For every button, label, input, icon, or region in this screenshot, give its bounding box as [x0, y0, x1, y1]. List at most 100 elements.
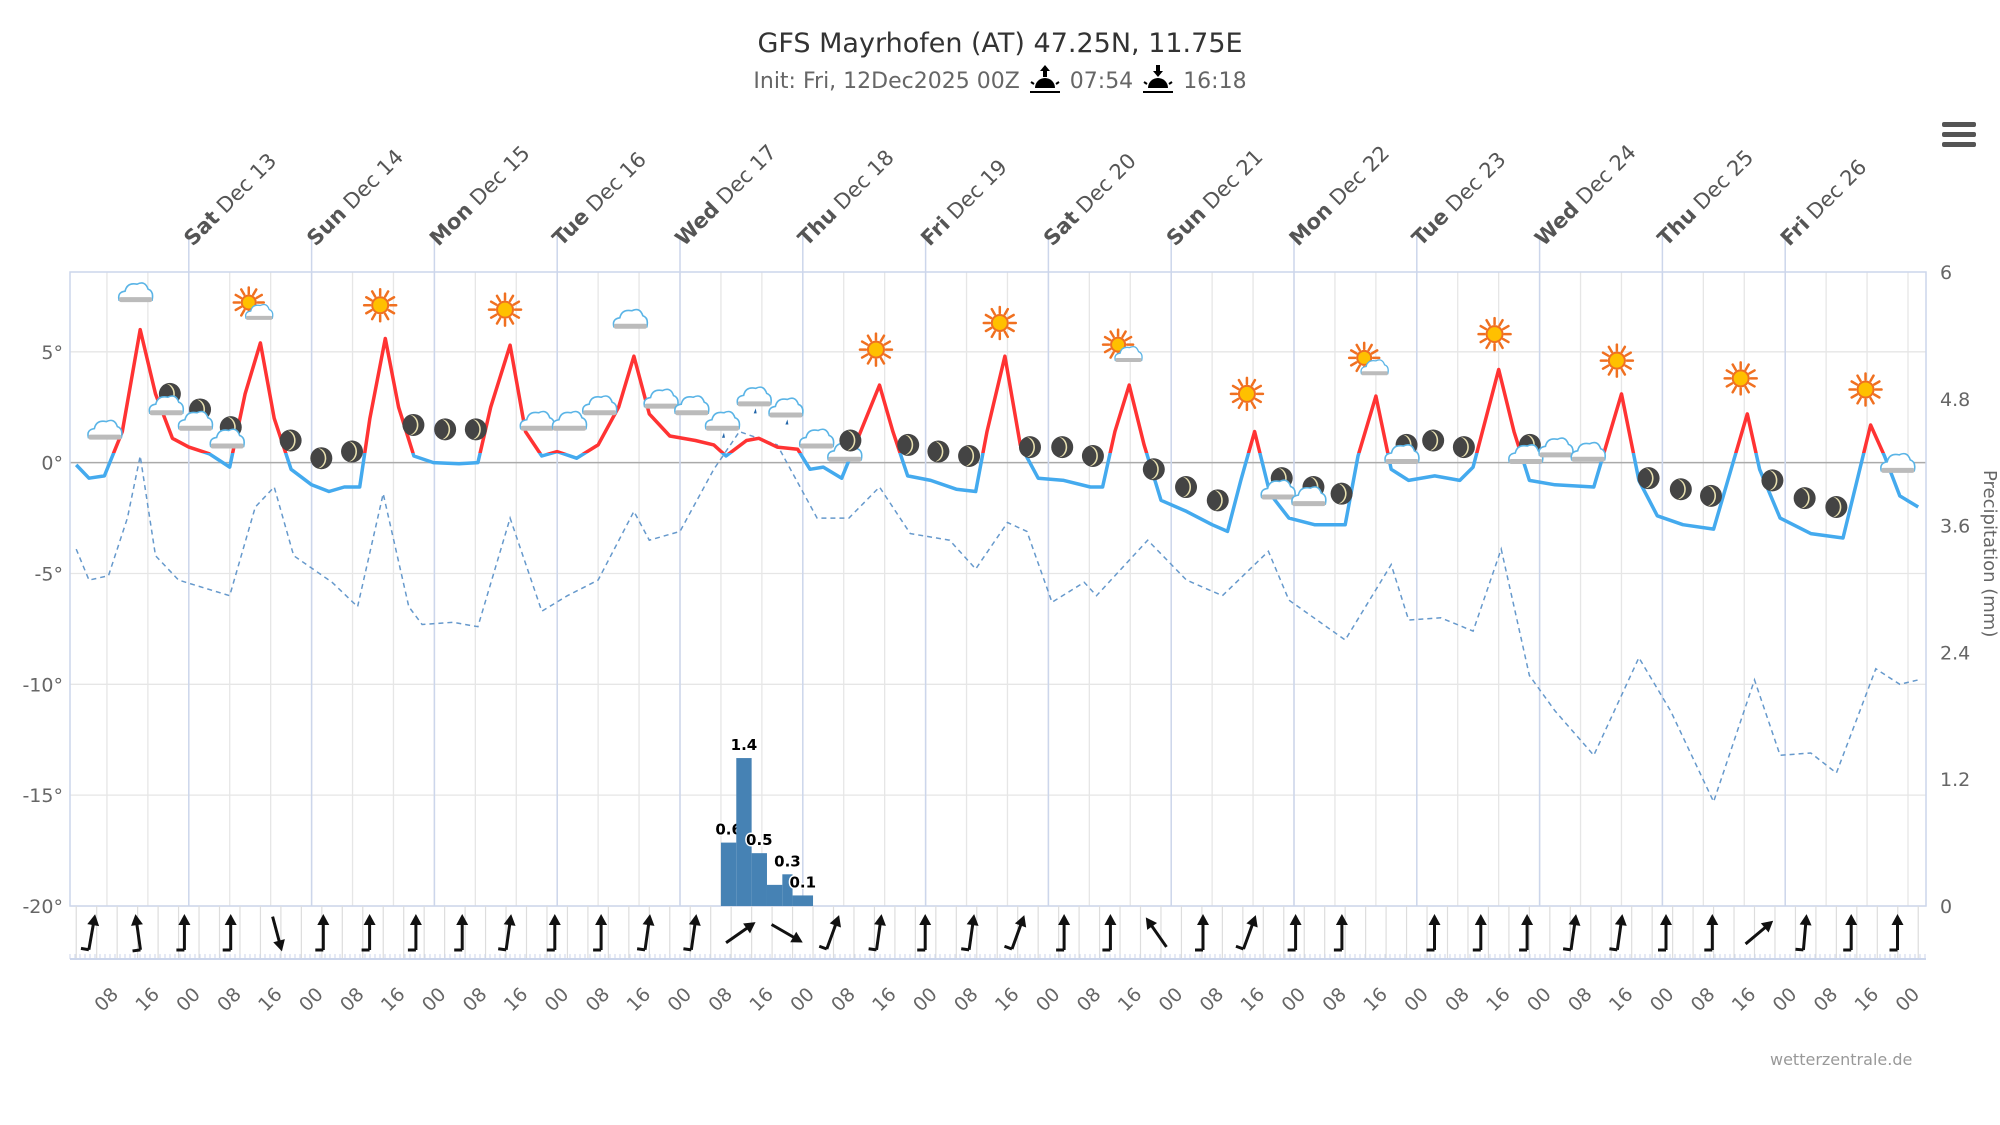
day-label: Thu Dec 25: [1653, 145, 1758, 250]
cloud-icon: [1291, 486, 1327, 507]
wind-arrow-icon: [1658, 914, 1672, 952]
sun-ray: [1869, 396, 1875, 405]
x-tick-label: 00: [418, 983, 451, 1016]
moon-disc: [1825, 495, 1848, 518]
wind-arrow-head: [1521, 914, 1534, 925]
x-tick-label: 16: [254, 983, 287, 1016]
x-tick-label: 16: [131, 983, 164, 1016]
x-tick-label: 08: [213, 983, 246, 1016]
cloud-base: [737, 401, 771, 407]
x-tick-label: 08: [1441, 983, 1474, 1016]
cloud-base: [675, 410, 709, 416]
x-tick-label: 16: [1482, 983, 1515, 1016]
y-right-tick-label: 1.2: [1940, 769, 1970, 791]
sun-ray: [1103, 347, 1112, 354]
wind-arrow-icon: [1102, 914, 1117, 952]
moon-crescent: [1089, 445, 1098, 466]
wind-barb: [1562, 947, 1572, 952]
wind-barb: [1795, 947, 1804, 952]
wind-arrow-icon: [770, 923, 803, 943]
moon-crescent: [1645, 468, 1654, 489]
sun-ray: [1620, 345, 1627, 354]
wind-arrow-icon: [868, 914, 886, 952]
wind-arrow-head: [1706, 914, 1719, 925]
wind-arrow-head: [919, 914, 932, 925]
moon-disc: [1051, 436, 1074, 459]
sun-ray: [234, 293, 243, 300]
sun-ray: [370, 312, 377, 321]
sun-ray: [984, 313, 993, 320]
sun-icon: [1723, 361, 1758, 396]
sunrise-time: 07:54: [1069, 69, 1134, 94]
sun-ray: [495, 294, 502, 303]
rain-cloud-icon: [704, 410, 741, 438]
cloud-icon: [148, 395, 185, 416]
hamburger-menu-icon[interactable]: [1942, 122, 1976, 148]
wind-arrow-icon: [1235, 915, 1258, 951]
moon-disc: [310, 447, 333, 470]
moon-icon: [1452, 436, 1475, 459]
x-tick-label: 08: [1318, 983, 1351, 1016]
sunset-time: 16:18: [1183, 69, 1247, 94]
precip-data-label: 0.5: [746, 831, 773, 849]
cloud-shape: [643, 388, 679, 408]
cloud-base: [769, 412, 803, 418]
wind-arrow-icon: [818, 915, 841, 951]
cloud-icon: [1880, 452, 1916, 473]
wind-arrow-head: [409, 914, 422, 925]
sun-ray: [1355, 343, 1361, 352]
sun-ray: [860, 353, 869, 359]
sun-ray: [365, 296, 373, 302]
moon-icon: [1142, 458, 1165, 481]
sun-ray: [234, 305, 243, 312]
moon-icon: [1761, 469, 1784, 492]
wind-arrow-head: [743, 922, 756, 934]
moon-icon: [1825, 495, 1848, 518]
sun-ray: [1479, 324, 1488, 331]
rain-drop: [785, 419, 789, 425]
y-tick-label: 0°: [41, 453, 63, 475]
cloud-base: [1115, 357, 1142, 362]
x-tick-label: 08: [1564, 983, 1597, 1016]
wind-arrow-icon: [1843, 914, 1858, 952]
moon-crescent: [1460, 437, 1469, 458]
sun-ray: [1485, 341, 1491, 350]
moon-icon: [279, 429, 302, 452]
series-lines: [74, 327, 1920, 804]
sun-ray: [1109, 351, 1115, 359]
x-tick-label: 16: [868, 983, 901, 1016]
init-time: Init: Fri, 12Dec2025 00Z: [753, 69, 1020, 94]
sun-ray: [1124, 335, 1133, 342]
sun-ray: [879, 334, 886, 343]
y-right-tick-label: 0: [1940, 896, 1952, 918]
cloud-icon: [87, 419, 123, 440]
sun-ray: [1237, 378, 1244, 387]
cloud-part: [1360, 359, 1389, 376]
wind-arrow-head: [1474, 914, 1487, 925]
sun-ray: [1869, 374, 1875, 383]
cloud-base: [828, 456, 862, 462]
wind-arrow-head: [1145, 917, 1158, 930]
cloud-shape: [736, 386, 772, 406]
sun-ray: [1349, 349, 1358, 355]
moon-disc: [1018, 436, 1041, 459]
moon-icon: [897, 433, 920, 456]
x-axis-labels: 08 16 00 08 16 00 08 16 00 08 16 00 08 16 00 08 16 00 08 16…: [90, 983, 1924, 1016]
cloud-base: [1881, 467, 1915, 473]
x-tick-label: 00: [1891, 983, 1924, 1016]
sun-ray: [1850, 380, 1859, 386]
sun-icon: [982, 305, 1018, 341]
sun-ray: [1250, 401, 1257, 410]
sun-ray: [990, 330, 997, 339]
x-tick-label: 16: [1236, 983, 1269, 1016]
credits-link[interactable]: wetterzentrale.de: [1770, 1050, 1913, 1069]
sun-ray: [1498, 318, 1504, 327]
precip-bar: [736, 758, 752, 906]
day-label-date: Dec 21: [1194, 145, 1268, 219]
moon-icon: [1018, 436, 1041, 459]
x-tick-label: 16: [1850, 983, 1883, 1016]
cloud-icon: [551, 410, 588, 431]
y-tick-label: 5°: [41, 342, 63, 364]
sun-ray: [1003, 330, 1010, 339]
wind-arrow-icon: [1744, 920, 1774, 946]
